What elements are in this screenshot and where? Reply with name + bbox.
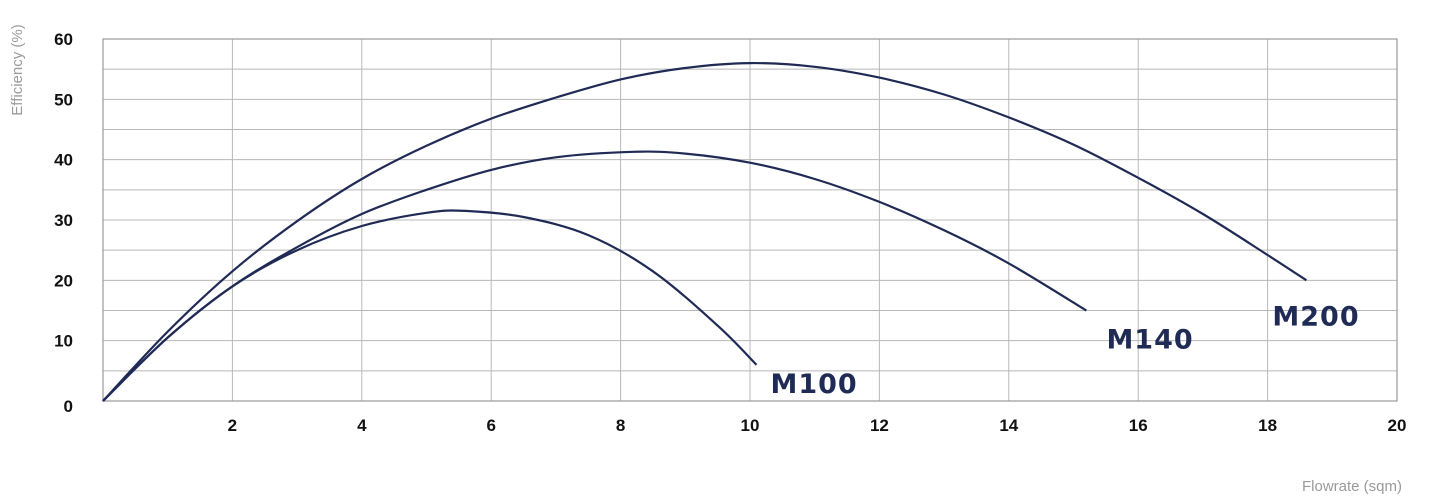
y-tick-label: 0 (64, 397, 73, 416)
series-labels: M100 M140 M200 (770, 301, 1359, 400)
x-axis-ticks: 2 4 6 8 10 12 14 16 18 20 (228, 416, 1407, 435)
x-tick-label: 10 (741, 416, 760, 435)
y-tick-label: 30 (54, 211, 73, 230)
series-lines (102, 61, 1308, 402)
grid-lines (103, 39, 1397, 401)
y-tick-label: 50 (54, 90, 73, 109)
x-tick-label: 12 (870, 416, 889, 435)
x-axis-title: Flowrate (sqm) (1302, 478, 1402, 495)
series-label-m140: M140 (1106, 325, 1193, 356)
y-tick-label: 60 (54, 30, 73, 49)
plot-area-border (102, 38, 1398, 402)
x-tick-label: 20 (1388, 416, 1407, 435)
series-label-m100: M100 (770, 369, 857, 400)
y-tick-label: 20 (54, 271, 73, 290)
x-tick-label: 2 (228, 416, 237, 435)
y-axis-ticks: 0 10 20 30 40 50 60 (54, 30, 73, 416)
series-line-m140 (102, 150, 1087, 402)
x-tick-label: 4 (357, 416, 367, 435)
x-tick-label: 18 (1258, 416, 1277, 435)
x-tick-label: 16 (1129, 416, 1148, 435)
y-tick-label: 10 (54, 332, 73, 351)
series-line-m100 (102, 209, 758, 402)
y-axis-title: Efficiency (%) (9, 24, 26, 115)
x-tick-label: 6 (486, 416, 495, 435)
y-tick-label: 40 (54, 151, 73, 170)
x-tick-label: 8 (616, 416, 625, 435)
series-label-m200: M200 (1272, 301, 1359, 332)
x-tick-label: 14 (999, 416, 1018, 435)
series-line-m200 (102, 61, 1308, 402)
